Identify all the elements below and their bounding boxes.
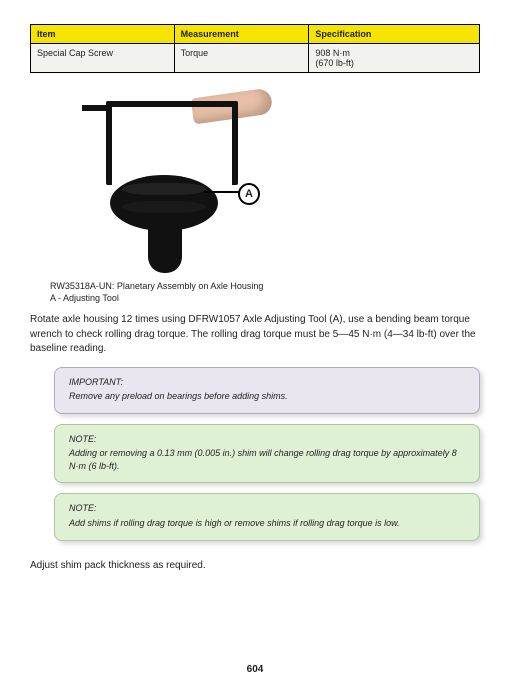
figure-caption: RW35318A-UN: Planetary Assembly on Axle … <box>50 281 480 291</box>
note2-text: Add shims if rolling drag torque is high… <box>69 518 400 528</box>
important-box: IMPORTANT: Remove any preload on bearing… <box>54 367 480 414</box>
note-box-1: NOTE: Adding or removing a 0.13 mm (0.00… <box>54 424 480 484</box>
legend-text: - Adjusting Tool <box>56 293 119 303</box>
th-measurement: Measurement <box>174 25 309 44</box>
note1-text: Adding or removing a 0.13 mm (0.005 in.)… <box>69 448 457 471</box>
callout-a: A <box>238 183 260 205</box>
body-para-1: Rotate axle housing 12 times using DFRW1… <box>30 313 480 357</box>
spec-table: Item Measurement Specification Special C… <box>30 24 480 73</box>
stem-shape <box>148 223 182 273</box>
figure-illustration: A <box>50 83 290 273</box>
cell-measurement: Torque <box>174 44 309 73</box>
bracket-shape <box>106 101 238 185</box>
note2-label: NOTE: <box>69 502 465 515</box>
note1-label: NOTE: <box>69 433 465 446</box>
th-item: Item <box>31 25 175 44</box>
body-para-2: Adjust shim pack thickness as required. <box>30 559 480 574</box>
callout-leader <box>204 191 240 193</box>
figure-legend: A - Adjusting Tool <box>50 293 480 303</box>
note-box-2: NOTE: Add shims if rolling drag torque i… <box>54 493 480 540</box>
table-row: Special Cap Screw Torque 908 N·m (670 lb… <box>31 44 480 73</box>
page-number: 604 <box>0 664 510 675</box>
spec-line1: 908 N·m <box>315 48 350 58</box>
important-text: Remove any preload on bearings before ad… <box>69 391 288 401</box>
figure-block: A RW35318A-UN: Planetary Assembly on Axl… <box>30 83 480 303</box>
th-specification: Specification <box>309 25 480 44</box>
cell-item: Special Cap Screw <box>31 44 175 73</box>
cell-spec: 908 N·m (670 lb-ft) <box>309 44 480 73</box>
spec-line2: (670 lb-ft) <box>315 58 354 68</box>
important-label: IMPORTANT: <box>69 376 465 389</box>
